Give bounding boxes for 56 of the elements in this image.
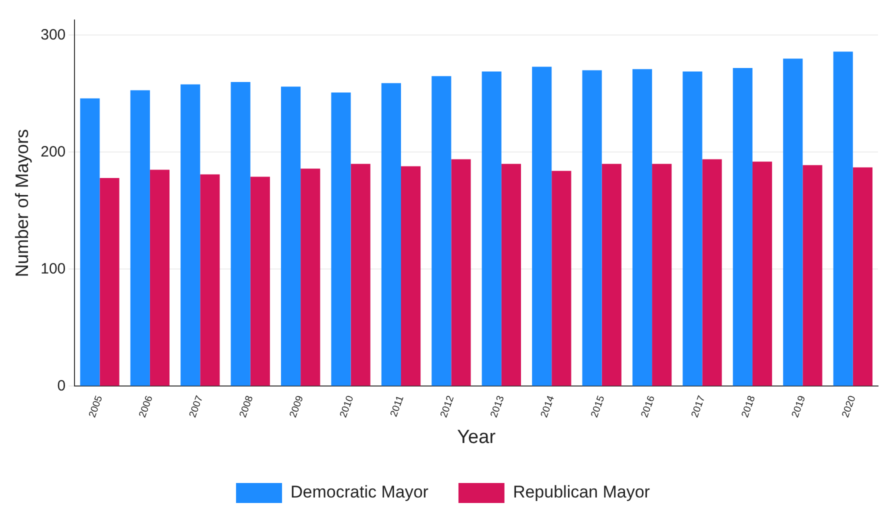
- bar: [400, 166, 421, 386]
- bar: [582, 70, 602, 386]
- bar: [100, 178, 120, 386]
- bar: [732, 68, 752, 386]
- bar: [752, 162, 772, 386]
- bar: [532, 66, 552, 386]
- x-tick-label: 2005: [87, 394, 106, 420]
- x-tick-label: 2007: [188, 394, 206, 420]
- y-tick-label: 0: [57, 377, 66, 394]
- bar: [602, 164, 622, 386]
- bar: [130, 90, 150, 386]
- x-tick-label: 2016: [640, 394, 658, 420]
- bar: [632, 69, 652, 386]
- x-tick-label: 2015: [589, 394, 608, 420]
- x-tick-label: 2010: [338, 394, 356, 420]
- bar: [652, 164, 672, 386]
- x-tick-label: 2013: [488, 394, 507, 420]
- y-tick-label: 300: [40, 26, 66, 44]
- legend-label: Republican Mayor: [512, 482, 650, 502]
- bar: [350, 164, 370, 386]
- bar: [852, 167, 872, 386]
- bar: [702, 159, 722, 386]
- bar: [331, 92, 351, 386]
- x-tick-label: 2011: [388, 394, 407, 418]
- x-tick-label: 2017: [690, 394, 708, 420]
- bar: [300, 168, 320, 386]
- x-tick-label: 2019: [790, 394, 808, 420]
- bar: [230, 82, 250, 386]
- bar: [280, 86, 301, 386]
- bar: [833, 52, 853, 386]
- bar: [552, 170, 572, 386]
- x-axis-title: Year: [457, 426, 496, 448]
- bar: [682, 71, 702, 386]
- bar: [250, 176, 270, 386]
- x-tick-label: 2020: [840, 394, 858, 420]
- y-tick-label: 100: [40, 260, 66, 278]
- bar: [381, 83, 401, 386]
- y-tick-label: 200: [40, 143, 66, 160]
- bar: [200, 174, 220, 386]
- legend-label: Democratic Mayor: [290, 482, 429, 502]
- bar: [432, 76, 452, 386]
- x-tick-label: 2008: [238, 394, 256, 420]
- x-tick-label: 2012: [438, 394, 457, 420]
- bar: [180, 84, 200, 386]
- bar: [80, 98, 100, 386]
- x-tick-label: 2014: [539, 394, 558, 420]
- bar: [783, 58, 803, 386]
- bar: [802, 165, 822, 386]
- bar: [150, 170, 170, 386]
- bar: [451, 159, 471, 386]
- bar: [482, 71, 502, 386]
- x-tick-label: 2018: [740, 394, 758, 420]
- y-axis-title: Number of Mayors: [12, 129, 32, 278]
- x-tick-label: 2006: [137, 394, 156, 420]
- x-tick-label: 2009: [288, 394, 306, 420]
- bar: [501, 164, 521, 386]
